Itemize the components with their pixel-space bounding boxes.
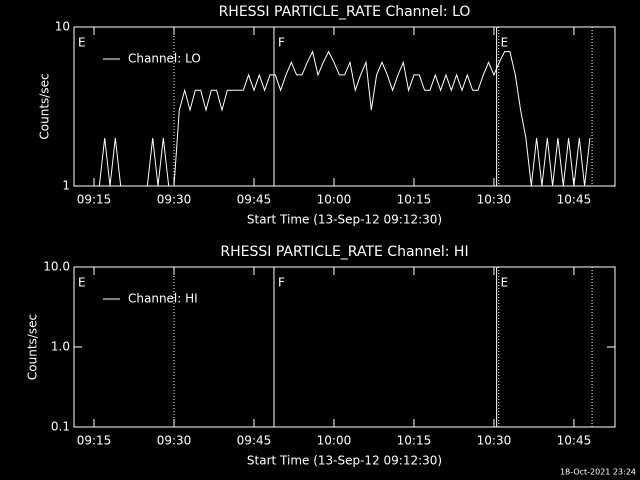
x-axis-label: Start Time (13-Sep-12 09:12:30) — [247, 213, 442, 227]
y-tick-label: 10 — [55, 20, 70, 34]
y-axis-label: Counts/sec — [26, 314, 40, 380]
x-tick-label: 10:15 — [397, 434, 432, 448]
event-label: F — [278, 276, 285, 290]
x-tick-label: 10:15 — [397, 193, 432, 207]
x-tick-label: 09:15 — [77, 193, 112, 207]
x-tick-label: 10:00 — [317, 193, 352, 207]
data-line — [78, 50, 591, 187]
y-tick-label: 1.0 — [51, 340, 70, 354]
y-tick-label: 0.1 — [51, 420, 70, 434]
x-tick-label: 10:00 — [317, 434, 352, 448]
legend-label: Channel: HI — [128, 292, 198, 306]
event-label: E — [78, 36, 86, 50]
chart-title: RHESSI PARTICLE_RATE Channel: HI — [220, 244, 468, 260]
x-tick-label: 10:30 — [477, 193, 512, 207]
x-tick-label: 09:45 — [237, 434, 272, 448]
event-label: E — [78, 276, 86, 290]
x-tick-label: 09:45 — [237, 193, 272, 207]
x-axis-label: Start Time (13-Sep-12 09:12:30) — [247, 454, 442, 468]
y-tick-label: 1 — [62, 179, 70, 193]
x-tick-label: 10:30 — [477, 434, 512, 448]
x-tick-label: 09:30 — [157, 434, 192, 448]
x-tick-label: 10:45 — [557, 193, 592, 207]
event-label: E — [501, 36, 509, 50]
event-label: E — [501, 276, 509, 290]
x-tick-label: 09:15 — [77, 434, 112, 448]
y-tick-label: 10.0 — [43, 260, 70, 274]
x-tick-label: 09:30 — [157, 193, 192, 207]
event-label: F — [278, 36, 285, 50]
timestamp: 18-Oct-2021 23:24 — [560, 468, 636, 477]
x-tick-label: 10:45 — [557, 434, 592, 448]
chart-title: RHESSI PARTICLE_RATE Channel: LO — [219, 4, 471, 20]
y-axis-label: Counts/sec — [38, 73, 52, 139]
legend-label: Channel: LO — [128, 52, 201, 66]
